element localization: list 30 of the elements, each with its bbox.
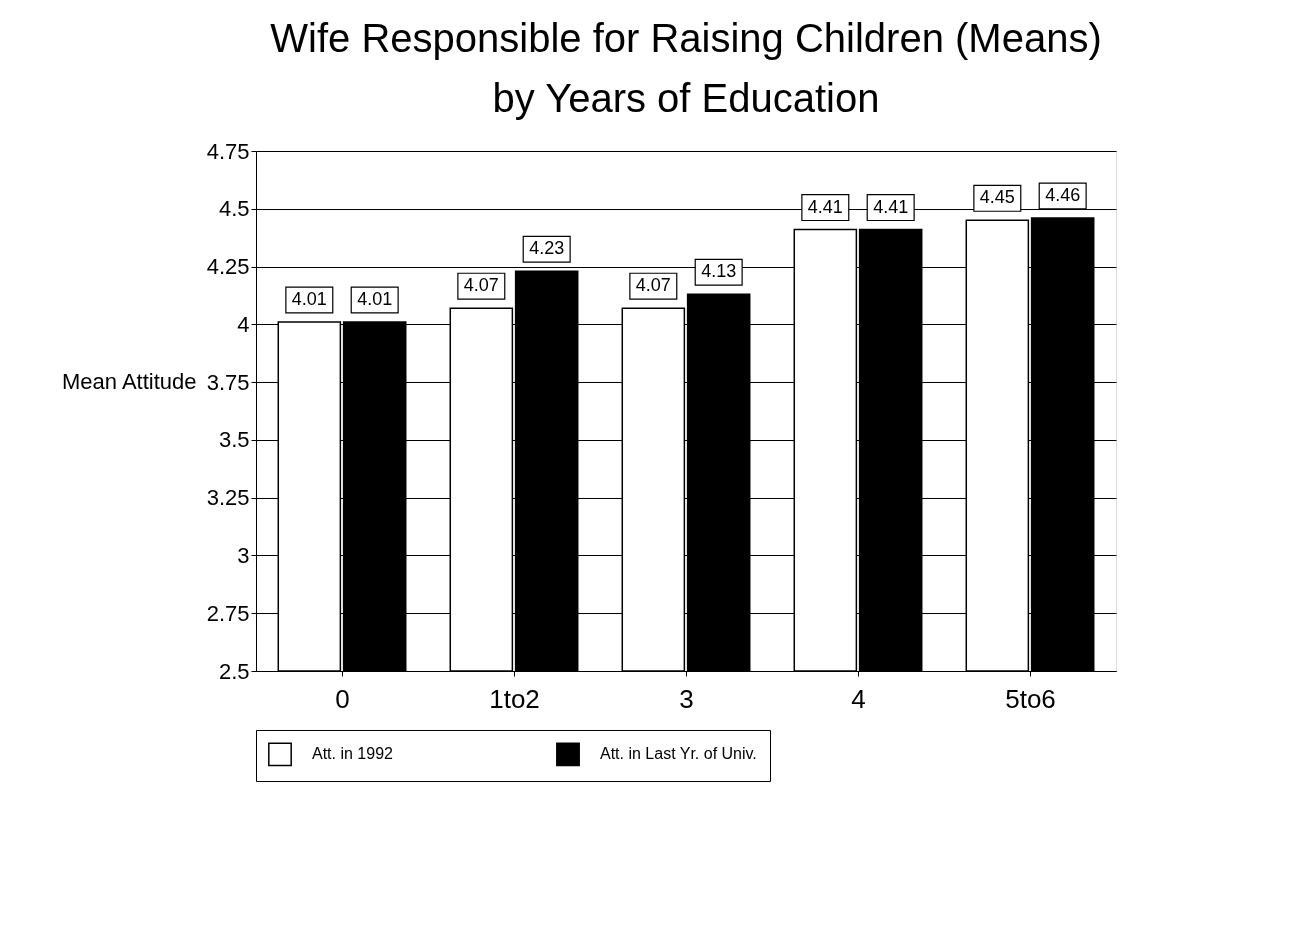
y-tick-label: 4 [237,311,250,337]
data-label: 4.01 [357,289,393,310]
data-label: 4.07 [635,275,671,296]
y-tick-label: 3.75 [206,369,250,395]
legend-label: Att. in 1992 [312,745,394,763]
legend-label: Att. in Last Yr. of Univ. [600,745,757,763]
y-tick-label: 2.5 [218,658,250,684]
data-label: 4.23 [529,238,565,259]
data-label: 4.01 [291,289,327,310]
y-axis-title: Mean Attitude [61,368,197,394]
y-tick-label: 3 [237,542,250,568]
data-label: 4.41 [873,196,909,217]
y-tick-label: 3.25 [206,485,250,511]
y-tick-label: 2.75 [206,600,250,626]
chart-title: Wife Responsible for Raising Children (Means) [270,16,1102,60]
x-tick-label: 3 [679,683,694,714]
data-label: 4.46 [1045,185,1081,206]
data-label: 4.41 [807,196,843,217]
x-tick-label: 4 [851,683,866,714]
x-tick-label: 0 [335,683,350,714]
y-tick-label: 4.5 [218,196,250,222]
data-label: 4.13 [701,261,737,282]
x-tick-label: 1to2 [489,683,540,714]
data-label: 4.07 [463,275,499,296]
y-tick-label: 3.5 [218,427,250,453]
y-tick-label: 4.75 [206,138,250,164]
y-tick-label: 4.25 [206,254,250,280]
chart-subtitle: by Years of Education [492,76,880,120]
data-label: 4.45 [979,187,1015,208]
x-tick-label: 5to6 [1005,683,1056,714]
